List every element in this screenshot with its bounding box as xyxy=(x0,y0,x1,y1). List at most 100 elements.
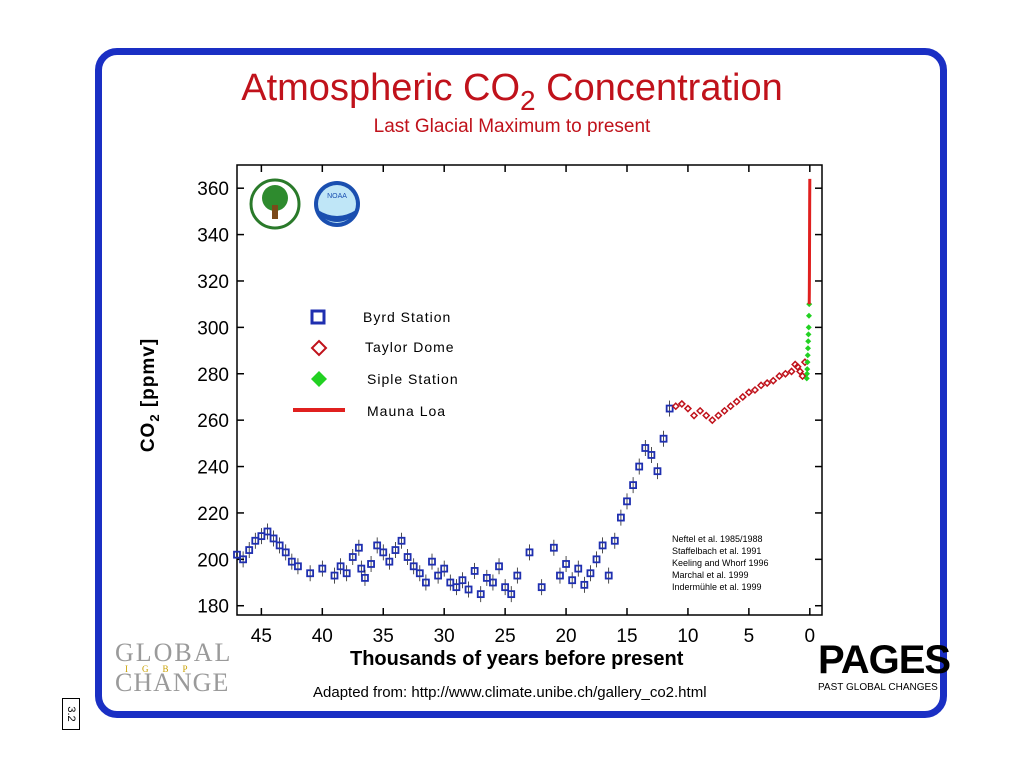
usgs-logo xyxy=(249,178,301,230)
taylor-point xyxy=(798,372,807,381)
byrd-point xyxy=(452,583,461,592)
chart-subtitle: Last Glacial Maximum to present xyxy=(373,116,651,137)
byrd-point xyxy=(233,550,241,559)
siple-point xyxy=(805,331,812,338)
byrd-point xyxy=(385,557,394,566)
x-tick-label: 25 xyxy=(495,626,516,647)
chart-title: Atmospheric CO2 Concentration xyxy=(241,67,783,116)
byrd-point xyxy=(659,434,668,443)
byrd-point xyxy=(318,564,327,573)
byrd-point xyxy=(294,562,302,571)
siple-point xyxy=(804,345,811,352)
byrd-point xyxy=(306,569,315,578)
taylor-point xyxy=(677,399,686,408)
x-axis-label: Thousands of years before present xyxy=(350,648,684,670)
siple-point xyxy=(805,338,812,345)
byrd-point xyxy=(580,580,589,589)
byrd-point xyxy=(257,532,266,541)
y-tick-label: 220 xyxy=(197,504,229,525)
taylor-point xyxy=(708,416,717,425)
data-marks xyxy=(233,178,813,603)
x-tick-label: 10 xyxy=(677,626,698,647)
x-tick-label: 30 xyxy=(434,626,455,647)
references: Neftel et al. 1985/1988 Staffelbach et a… xyxy=(672,533,769,593)
byrd-point xyxy=(458,576,467,585)
y-tick-label: 300 xyxy=(197,318,229,339)
taylor-point xyxy=(732,397,741,406)
byrd-point xyxy=(476,590,485,599)
reference-item: Indermühle et al. 1999 xyxy=(672,582,762,592)
taylor-point xyxy=(775,372,784,381)
siple-point xyxy=(805,324,812,331)
byrd-point xyxy=(586,569,595,578)
byrd-point xyxy=(501,583,510,592)
byrd-point xyxy=(422,578,430,587)
byrd-point xyxy=(330,571,339,580)
byrd-point xyxy=(251,536,260,545)
y-tick-label: 280 xyxy=(197,365,229,386)
x-tick-label: 5 xyxy=(744,626,755,647)
legend-siple: Siple Station xyxy=(367,371,459,387)
y-tick-label: 360 xyxy=(197,179,229,200)
byrd-point xyxy=(617,513,625,522)
byrd-point xyxy=(281,548,290,557)
y-tick-label: 240 xyxy=(197,458,229,479)
byrd-point xyxy=(269,534,278,543)
byrd-point xyxy=(361,573,369,582)
taylor-point xyxy=(702,411,711,420)
reference-item: Marchal et al. 1999 xyxy=(672,570,749,580)
legend-symbol-taylor xyxy=(310,339,328,357)
siple-point xyxy=(804,366,811,373)
x-tick-label: 40 xyxy=(312,626,333,647)
byrd-point xyxy=(357,564,366,573)
y-tick-label: 260 xyxy=(197,411,229,432)
byrd-point xyxy=(647,451,656,459)
noaa-logo: NOAA xyxy=(314,181,360,227)
taylor-point xyxy=(714,411,723,420)
byrd-point xyxy=(379,548,388,557)
byrd-point xyxy=(641,444,650,452)
byrd-point xyxy=(556,571,564,580)
plot-frame xyxy=(236,164,823,616)
taylor-point xyxy=(757,381,766,390)
source-credit: Adapted from: http://www.climate.unibe.c… xyxy=(313,684,707,701)
svg-text:NOAA: NOAA xyxy=(327,193,347,200)
byrd-point xyxy=(653,467,662,476)
taylor-point xyxy=(671,402,680,411)
siple-point xyxy=(805,312,812,319)
taylor-point xyxy=(683,404,692,413)
byrd-point xyxy=(568,576,577,585)
byrd-point xyxy=(428,557,436,566)
x-tick-label: 0 xyxy=(805,626,816,647)
byrd-point xyxy=(665,404,674,413)
byrd-point xyxy=(275,541,284,550)
taylor-point xyxy=(720,406,729,415)
byrd-point xyxy=(495,562,503,571)
byrd-point xyxy=(525,548,534,557)
byrd-point xyxy=(513,571,522,580)
legend-mauna: Mauna Loa xyxy=(367,403,447,419)
byrd-point xyxy=(604,571,613,580)
taylor-point xyxy=(744,388,753,397)
reference-item: Keeling and Whorf 1996 xyxy=(672,558,769,568)
taylor-point xyxy=(750,385,760,395)
byrd-point xyxy=(574,564,583,573)
x-tick-label: 45 xyxy=(251,626,272,647)
taylor-point xyxy=(787,367,796,376)
byrd-point xyxy=(403,553,412,561)
siple-point xyxy=(803,375,810,382)
taylor-point xyxy=(689,411,699,420)
byrd-point xyxy=(598,541,607,550)
byrd-point xyxy=(245,546,254,554)
x-tick-label: 15 xyxy=(616,626,637,647)
y-tick-label: 200 xyxy=(197,550,229,571)
legend-byrd: Byrd Station xyxy=(363,309,452,325)
byrd-point xyxy=(287,557,296,566)
taylor-point xyxy=(781,369,790,378)
byrd-point xyxy=(610,536,619,545)
byrd-point xyxy=(354,543,363,552)
byrd-point xyxy=(397,536,406,545)
byrd-point xyxy=(592,555,601,564)
y-tick-label: 320 xyxy=(197,272,229,293)
